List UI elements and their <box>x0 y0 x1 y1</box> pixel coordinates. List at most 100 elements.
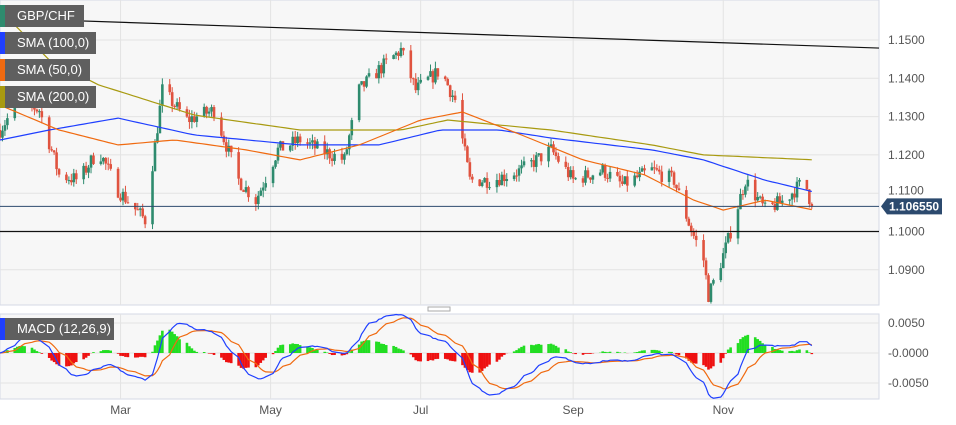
candle <box>92 155 95 164</box>
macd-histogram-bar <box>707 353 710 370</box>
candle <box>116 168 120 198</box>
macd-histogram-bar <box>188 346 191 353</box>
candle <box>261 187 265 191</box>
macd-histogram-bar <box>55 353 58 365</box>
candle <box>503 174 506 182</box>
macd-tick-label: 0.0050 <box>888 316 925 330</box>
macd-histogram-bar <box>323 351 327 353</box>
macd-histogram-bar <box>136 353 140 358</box>
macd-histogram-bar <box>468 353 472 373</box>
macd-histogram-bar <box>308 347 312 353</box>
macd-histogram-bar <box>178 339 181 353</box>
candle <box>357 84 361 121</box>
macd-histogram-bar <box>724 353 727 354</box>
candle <box>205 106 208 114</box>
macd-histogram-bar <box>397 348 400 353</box>
candle <box>520 165 523 169</box>
candle <box>739 194 742 210</box>
macd-histogram-bar <box>709 353 713 369</box>
macd-histogram-bar <box>377 341 381 353</box>
macd-histogram-bar <box>564 349 568 353</box>
macd-histogram-bar <box>763 345 767 353</box>
candle <box>557 156 560 162</box>
y-tick-label: 1.1500 <box>888 33 925 47</box>
macd-histogram-bar <box>808 352 811 353</box>
macd-histogram-bar <box>771 346 774 353</box>
macd-histogram-bar <box>84 353 88 358</box>
candle <box>426 76 430 80</box>
candle <box>175 102 179 107</box>
macd-histogram-bar <box>185 342 189 353</box>
candle <box>419 79 422 83</box>
candle <box>333 153 336 161</box>
macd-histogram-bar <box>173 334 176 353</box>
macd-histogram-bar <box>239 353 243 368</box>
candle <box>210 107 213 112</box>
y-tick-label: 1.1000 <box>888 225 925 239</box>
macd-histogram-bar <box>589 353 592 354</box>
macd-histogram-bar <box>33 349 36 353</box>
macd-histogram-bar <box>106 350 110 353</box>
candle <box>736 209 740 239</box>
macd-histogram-bar <box>557 347 560 353</box>
macd-histogram-bar <box>517 348 521 353</box>
macd-histogram-bar <box>151 351 154 353</box>
legend-macd[interactable]: MACD (12,26,9) <box>0 318 114 340</box>
candle <box>763 202 767 204</box>
candle <box>397 52 400 56</box>
candle <box>638 171 641 178</box>
candle <box>810 203 814 207</box>
candle <box>124 191 127 203</box>
macd-histogram-bar <box>532 345 536 353</box>
sma100-line <box>0 117 812 193</box>
macd-histogram-bar <box>35 351 39 353</box>
candle <box>170 92 174 106</box>
macd-histogram-bar <box>141 353 144 357</box>
legend-gbpchf[interactable]: GBP/CHF <box>0 5 84 27</box>
candle <box>712 280 715 284</box>
candle <box>707 275 710 302</box>
candle <box>190 116 194 123</box>
candle <box>143 216 147 225</box>
last-price-badge <box>881 198 942 215</box>
macd-histogram-bar <box>466 353 469 371</box>
candle <box>574 178 577 180</box>
macd-histogram-bar <box>87 353 90 356</box>
macd-histogram-bar <box>640 350 644 353</box>
candle <box>485 178 489 188</box>
legend-sma100[interactable]: SMA (100,0) <box>0 32 96 54</box>
candle <box>106 163 110 165</box>
candle <box>471 176 474 180</box>
candle <box>443 76 447 80</box>
macd-histogram-bar <box>677 353 681 356</box>
candle <box>657 169 661 172</box>
macd-histogram-bar <box>170 331 174 353</box>
candle <box>74 173 78 180</box>
candle <box>254 197 258 205</box>
macd-histogram-bar <box>350 349 354 353</box>
macd-histogram-bar <box>116 353 120 354</box>
macd-histogram-bar <box>259 353 263 363</box>
legend-sma50[interactable]: SMA (50,0) <box>0 59 90 81</box>
candle <box>202 106 206 117</box>
candle <box>623 176 627 184</box>
macd-histogram-bar <box>667 351 671 353</box>
candle <box>761 196 764 204</box>
candle <box>161 84 164 106</box>
macd-histogram-bar <box>279 345 282 353</box>
candle <box>771 202 774 204</box>
candle <box>193 116 196 122</box>
candle <box>726 232 730 243</box>
legend-sma200[interactable]: SMA (200,0) <box>0 86 96 108</box>
macd-histogram-bar <box>453 353 457 362</box>
macd-histogram-bar <box>244 353 248 368</box>
macd-histogram-bar <box>741 337 745 353</box>
candle <box>178 102 181 110</box>
macd-histogram-bar <box>291 343 295 353</box>
candle <box>99 161 103 164</box>
candle <box>242 190 245 192</box>
panel-resize-handle[interactable] <box>427 306 451 312</box>
macd-histogram-bar <box>574 353 577 355</box>
macd-histogram-bar <box>581 353 585 355</box>
macd-histogram-bar <box>635 352 639 353</box>
